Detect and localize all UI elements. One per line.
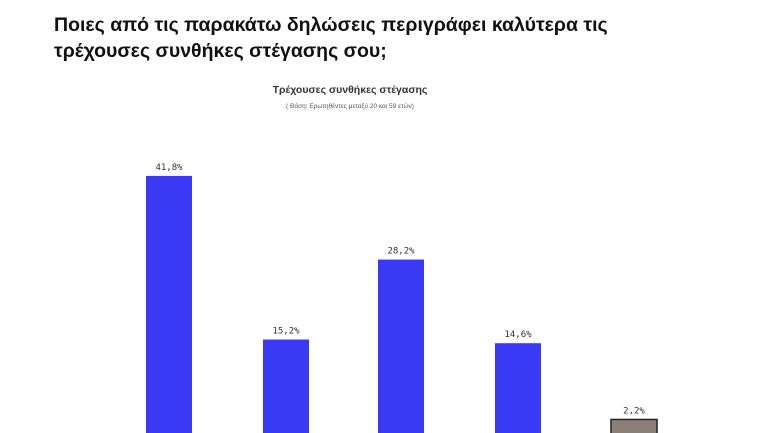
chart-title: Τρέχουσες συνθήκες στέγασης	[272, 84, 428, 96]
bar-value-label-5: 2,2%	[623, 406, 645, 416]
chart-subtitle: ( Βάση: Ερωτηθέντες μεταξύ 20 και 59 ετώ…	[286, 103, 414, 110]
bar-value-label-2: 15,2%	[272, 327, 300, 337]
bar-5	[610, 418, 658, 433]
bar-value-label-4: 14,6%	[504, 330, 532, 340]
question-heading: Ποιες από τις παρακάτω δηλώσεις περιγράφ…	[54, 12, 754, 64]
question-line-2: τρέχουσες συνθήκες στέγασης σου;	[54, 40, 387, 62]
bar-value-label-3: 28,2%	[387, 247, 415, 257]
bar-3	[378, 259, 424, 433]
bar-2	[263, 339, 309, 433]
bar-1	[146, 175, 192, 433]
question-line-1: Ποιες από τις παρακάτω δηλώσεις περιγράφ…	[54, 14, 608, 36]
bar-4	[495, 343, 541, 433]
bar-value-label-1: 41,8%	[155, 163, 183, 173]
